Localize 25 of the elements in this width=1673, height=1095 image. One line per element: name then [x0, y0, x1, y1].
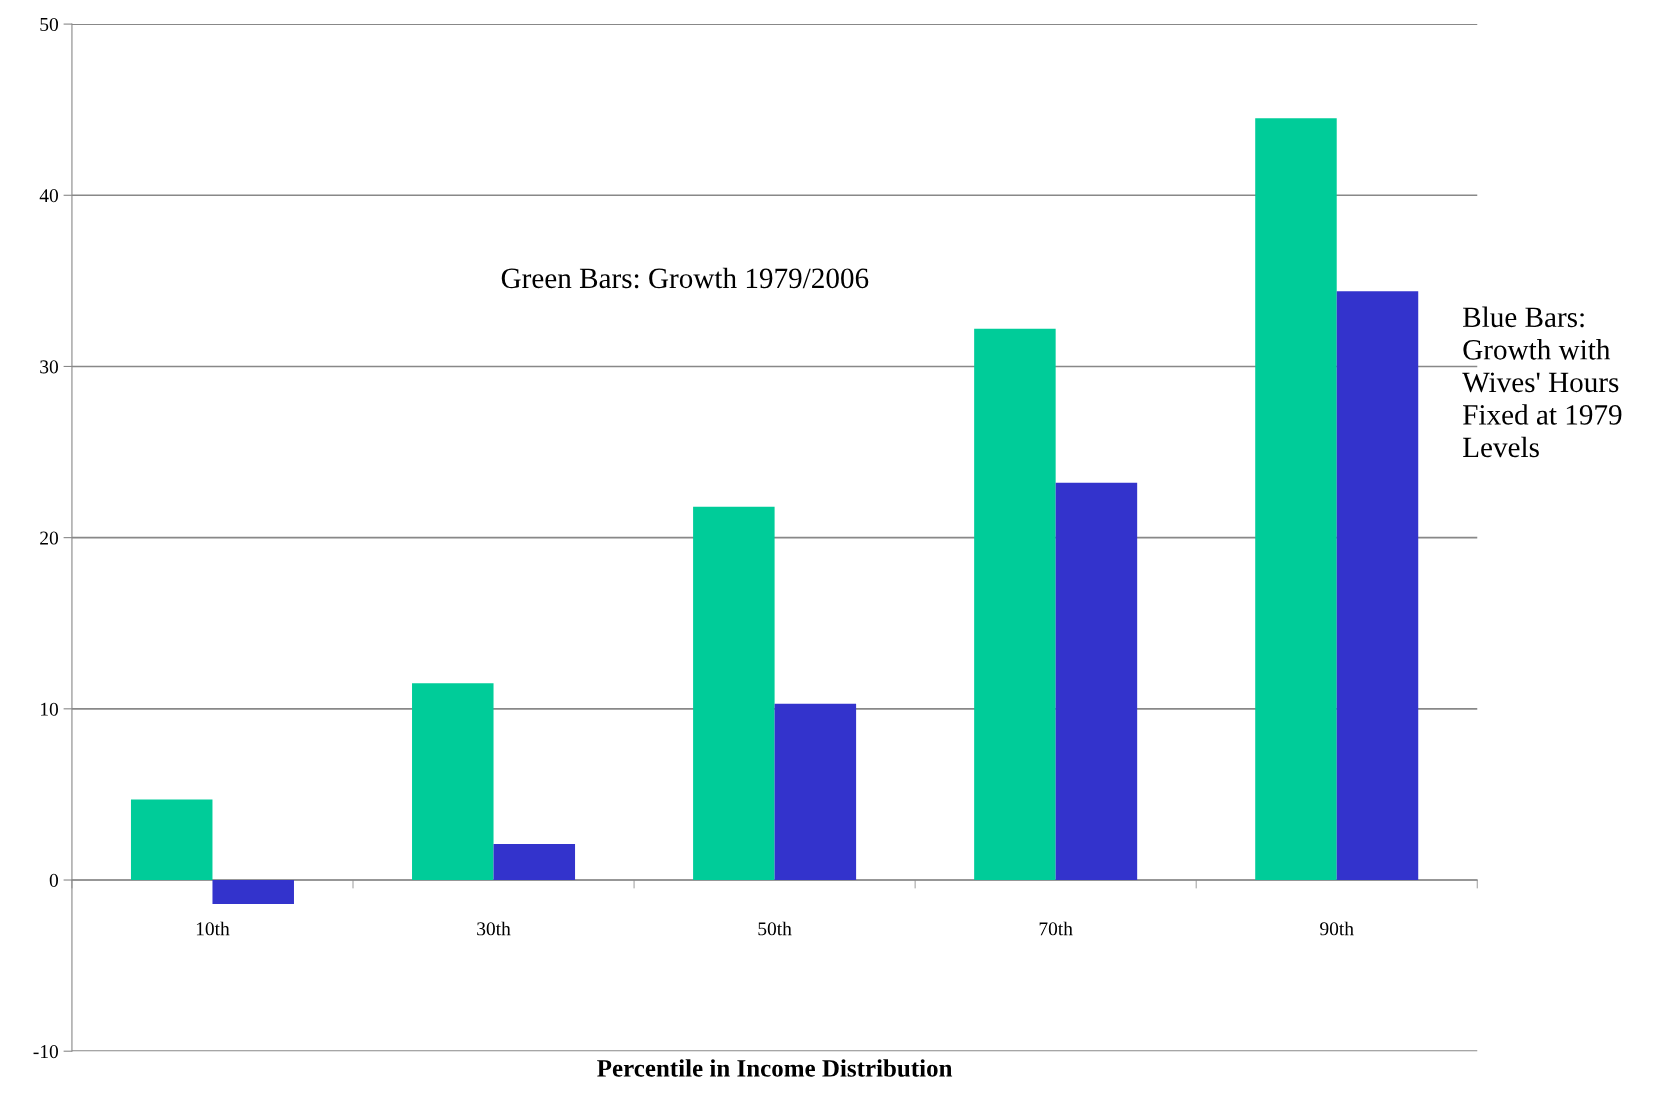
- annotation: Green Bars: Growth 1979/2006: [501, 267, 869, 289]
- y-tick-label: 40: [39, 189, 58, 203]
- y-tick-label: 30: [40, 360, 58, 374]
- bar: [1055, 482, 1138, 881]
- bar: [1336, 291, 1419, 881]
- x-tick-label: 90th: [1320, 921, 1354, 936]
- bar: [493, 844, 576, 881]
- bar: [412, 683, 494, 881]
- y-tick-label: -10: [33, 1045, 58, 1059]
- y-tick-label: 20: [40, 531, 58, 545]
- annotation: Blue Bars: Growth with Wives' Hours Fixed at 1979 Levels: [1462, 306, 1622, 458]
- bar: [774, 703, 857, 881]
- bar: [974, 328, 1056, 881]
- x-tick-label: 10th: [196, 921, 230, 936]
- x-tick-label: 70th: [1039, 921, 1073, 936]
- x-tick-label: 30th: [477, 921, 511, 936]
- bar: [212, 880, 294, 904]
- y-tick-label: 50: [40, 17, 58, 32]
- x-tick-label: 50th: [758, 921, 792, 936]
- y-tick-label: 0: [49, 873, 58, 887]
- y-tick-label: 10: [41, 702, 58, 716]
- bar: [1255, 118, 1337, 881]
- bar: [130, 799, 213, 881]
- bar: [693, 506, 775, 881]
- x-axis-title: Percentile in Income Distribution: [597, 1059, 953, 1077]
